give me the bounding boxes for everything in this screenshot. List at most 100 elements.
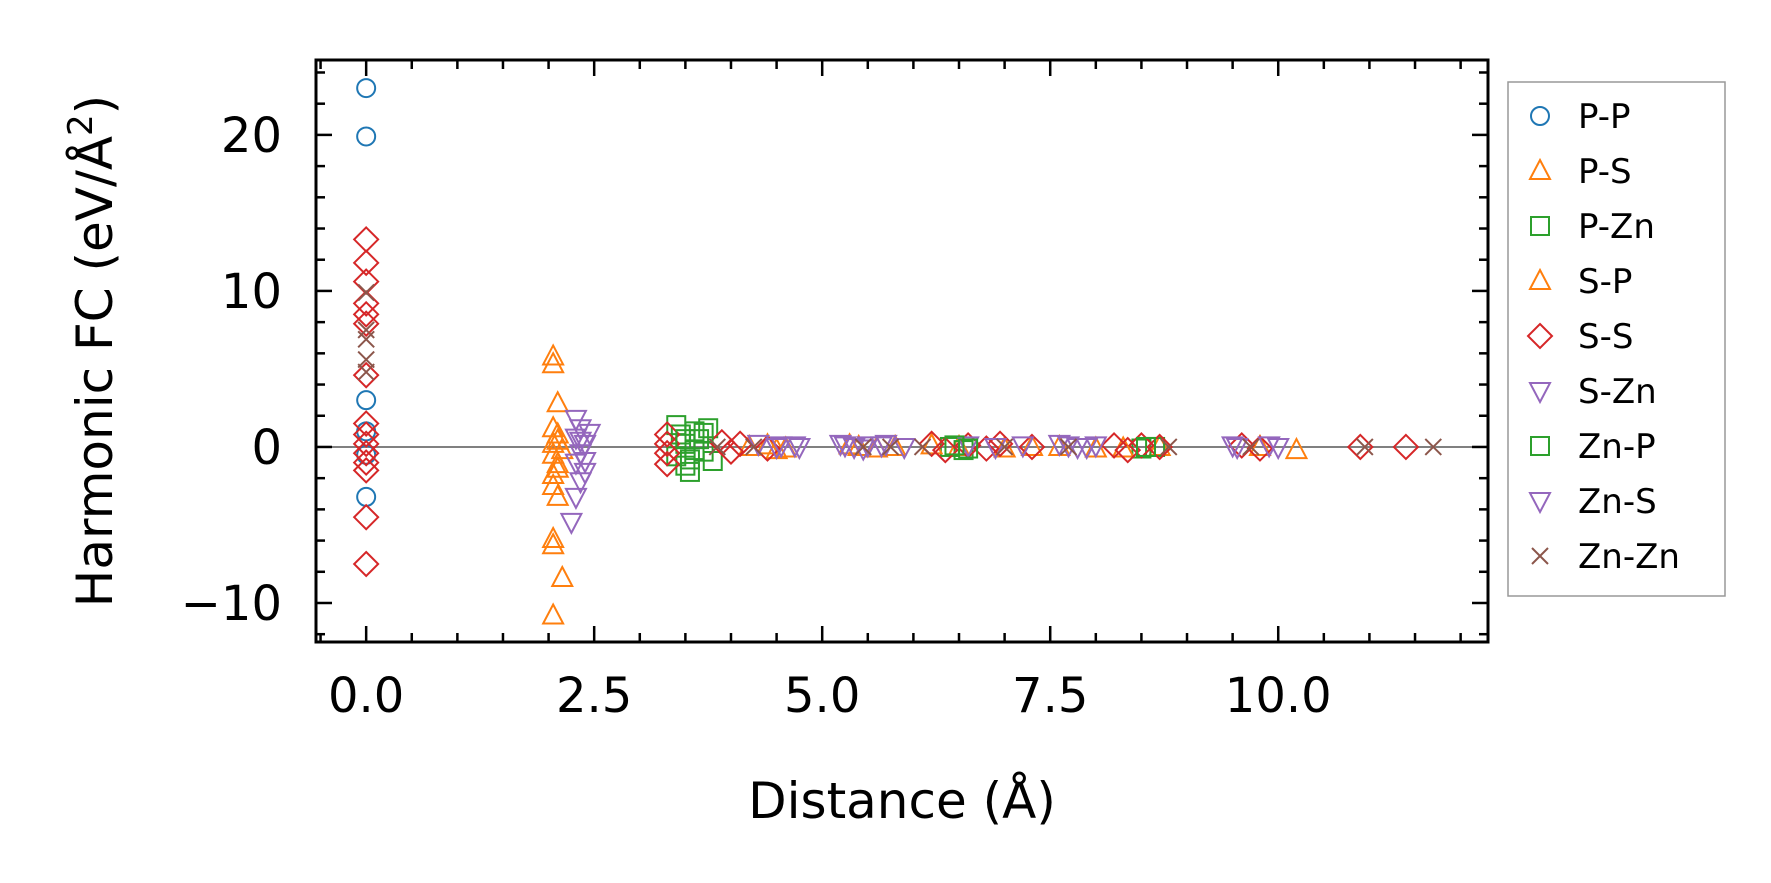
legend-item-p-p: P-P	[1530, 97, 1631, 137]
legend-item-p-s: P-S	[1528, 152, 1632, 192]
data-point	[546, 455, 570, 478]
data-point	[1284, 436, 1309, 460]
data-point	[726, 430, 754, 458]
x-tick-label: 10.0	[1225, 668, 1332, 724]
legend-item-zn-s: Zn-S	[1528, 482, 1657, 522]
data-point	[356, 126, 377, 147]
plot-frame	[314, 58, 1490, 644]
data-point	[541, 525, 565, 549]
legend-label: Zn-S	[1578, 482, 1657, 522]
data-point	[1146, 433, 1174, 461]
data-point	[352, 361, 380, 389]
legend-marker	[1528, 157, 1552, 180]
data-point	[1225, 437, 1249, 461]
data-point	[1011, 436, 1035, 459]
data-point	[577, 423, 602, 447]
legend-label: P-Zn	[1578, 207, 1655, 247]
data-point	[352, 421, 380, 448]
data-point	[1135, 436, 1156, 457]
y-axis-label-superscript: 2	[61, 114, 101, 136]
data-point	[828, 434, 853, 457]
data-point	[769, 436, 793, 459]
data-point	[854, 438, 872, 456]
data-point	[653, 421, 681, 448]
x-tick-label: 0.0	[328, 668, 404, 724]
legend-item-p-zn: P-Zn	[1530, 207, 1655, 247]
data-point	[352, 449, 380, 476]
data-point	[717, 438, 745, 466]
series-zn-p	[675, 422, 1156, 470]
data-point	[352, 439, 380, 467]
data-point	[357, 283, 375, 302]
data-point	[1047, 434, 1071, 457]
data-point	[764, 437, 789, 461]
data-point	[745, 438, 763, 456]
x-tick-label: 5.0	[784, 668, 860, 724]
data-point	[653, 430, 681, 458]
y-axis-label-main: Harmonic FC (eV/Å	[66, 136, 124, 607]
series-zn-zn	[357, 283, 1442, 456]
data-point	[958, 438, 979, 459]
data-point	[679, 461, 700, 482]
legend-marker	[1530, 106, 1550, 126]
data-point	[1160, 438, 1178, 456]
data-point	[1128, 431, 1155, 459]
data-point	[944, 435, 965, 456]
data-point	[1056, 436, 1081, 459]
data-point	[1220, 436, 1245, 459]
x-tick-label: 7.5	[1012, 668, 1088, 724]
data-point	[357, 363, 375, 381]
data-point	[573, 452, 597, 475]
data-point	[564, 487, 588, 511]
data-point	[653, 439, 681, 467]
data-point	[918, 430, 946, 458]
y-tick-label: 10	[221, 264, 282, 320]
legend-marker	[1528, 267, 1552, 290]
legend-label: Zn-P	[1578, 427, 1656, 467]
data-point	[356, 78, 377, 99]
data-point	[679, 449, 700, 470]
data-point	[693, 422, 714, 443]
data-point	[755, 432, 780, 455]
data-point	[1100, 431, 1128, 459]
legend-label: S-Zn	[1578, 372, 1657, 412]
data-point	[783, 436, 807, 459]
legend-item-zn-zn: Zn-Zn	[1531, 537, 1680, 577]
data-point	[541, 532, 565, 555]
y-tick-label: −10	[181, 576, 282, 632]
data-point	[1242, 438, 1260, 456]
x-tick-label: 2.5	[556, 668, 632, 724]
data-point	[546, 390, 570, 413]
data-point	[698, 418, 719, 439]
legend-label: Zn-Zn	[1578, 537, 1680, 577]
y-axis-label: Harmonic FC (eV/Å2)	[61, 95, 124, 607]
data-point	[541, 351, 565, 374]
data-point	[541, 602, 565, 625]
data-point	[1084, 436, 1108, 459]
legend-label: P-S	[1578, 152, 1632, 192]
data-point	[1020, 433, 1044, 456]
data-point	[564, 428, 588, 451]
data-point	[972, 435, 1000, 462]
data-point	[787, 437, 812, 461]
legend-label: P-P	[1578, 97, 1631, 137]
data-point	[352, 456, 380, 484]
legend-item-s-s: S-S	[1526, 317, 1633, 357]
data-point	[541, 343, 565, 366]
data-point	[931, 436, 959, 464]
data-point	[356, 390, 377, 411]
data-point	[1228, 431, 1256, 459]
data-point	[357, 330, 375, 349]
data-point	[357, 350, 375, 369]
legend-items: P-P P-S P-Zn S-P S-S S-Zn Zn-P Zn-S Zn-Zn	[1526, 97, 1680, 577]
data-point	[869, 436, 894, 459]
data-point	[559, 512, 584, 536]
data-point	[541, 461, 565, 485]
data-points	[352, 78, 1442, 625]
data-point	[851, 439, 875, 462]
x-axis-label: Distance (Å)	[748, 772, 1056, 830]
data-point	[881, 438, 900, 456]
legend-item-zn-p: Zn-P	[1530, 427, 1656, 467]
data-point	[352, 503, 380, 531]
